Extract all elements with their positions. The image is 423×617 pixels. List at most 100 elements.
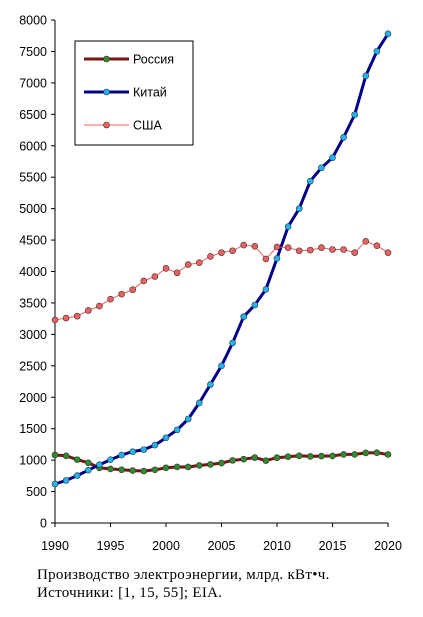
data-point-china xyxy=(384,30,392,38)
legend-label-china: Китай xyxy=(133,86,167,100)
data-point-usa xyxy=(384,249,392,256)
data-point-china xyxy=(218,362,225,370)
data-point-usa xyxy=(318,244,325,251)
data-point-china xyxy=(362,72,370,80)
data-point-usa xyxy=(229,247,236,255)
y-tick-label: 5000 xyxy=(19,202,47,216)
data-point-usa xyxy=(306,246,314,254)
data-point-russia xyxy=(140,467,148,475)
data-point-china xyxy=(196,399,203,407)
y-tick-label: 2000 xyxy=(19,391,47,405)
data-point-china xyxy=(73,472,81,479)
y-tick-label: 7500 xyxy=(19,45,47,59)
data-point-usa xyxy=(51,316,59,324)
data-point-usa xyxy=(295,247,303,255)
data-point-russia xyxy=(107,465,114,473)
data-point-usa xyxy=(240,241,247,249)
caption-title: Производство электроэнергии, млрд. кВт•ч… xyxy=(37,567,330,583)
x-tick-label: 2000 xyxy=(152,539,180,553)
data-point-china xyxy=(295,205,303,212)
series-usa xyxy=(51,238,392,324)
data-point-russia xyxy=(295,452,303,460)
chart-legend: Россия Китай США xyxy=(74,40,194,146)
data-point-usa xyxy=(184,261,192,268)
data-point-russia xyxy=(162,464,170,472)
y-tick-label: 6500 xyxy=(19,108,47,122)
data-point-russia xyxy=(240,455,247,463)
data-point-russia xyxy=(85,459,92,467)
data-point-china xyxy=(162,434,170,442)
data-point-russia xyxy=(73,456,81,463)
data-point-china xyxy=(318,164,325,172)
legend-marker-usa xyxy=(103,121,110,129)
data-point-usa xyxy=(273,243,281,251)
data-point-russia xyxy=(351,451,359,458)
data-point-china xyxy=(85,466,92,474)
series-lines xyxy=(51,30,392,488)
y-tick-label: 1000 xyxy=(19,454,47,468)
data-point-china xyxy=(62,477,70,484)
data-point-usa xyxy=(96,302,103,310)
data-point-china xyxy=(306,177,314,185)
data-point-china xyxy=(340,134,347,141)
data-point-usa xyxy=(340,246,347,253)
data-point-russia xyxy=(218,459,225,467)
data-point-china xyxy=(140,446,148,453)
y-tick-label: 4500 xyxy=(19,234,47,248)
y-tick-label: 3000 xyxy=(19,328,47,342)
data-point-china xyxy=(262,286,270,293)
x-tick-label: 1995 xyxy=(97,539,125,553)
y-tick-label: 8000 xyxy=(19,14,47,28)
data-point-usa xyxy=(373,242,381,250)
data-point-usa xyxy=(129,286,136,294)
data-point-usa xyxy=(329,246,336,253)
data-point-china xyxy=(240,313,247,320)
data-point-russia xyxy=(362,449,370,457)
data-point-russia xyxy=(196,462,203,469)
data-point-russia xyxy=(151,466,159,474)
data-point-usa xyxy=(351,249,359,256)
data-point-china xyxy=(351,111,359,118)
y-tick-label: 7000 xyxy=(19,76,47,90)
data-point-usa xyxy=(284,244,292,251)
series-china xyxy=(51,30,392,488)
data-point-usa xyxy=(162,265,170,272)
data-point-russia xyxy=(273,454,281,462)
data-point-russia xyxy=(306,453,314,460)
y-tick-label: 4000 xyxy=(19,265,47,279)
data-point-china xyxy=(129,448,136,455)
y-tick-label: 3500 xyxy=(19,296,47,310)
data-point-russia xyxy=(373,449,381,457)
data-point-usa xyxy=(218,249,225,256)
data-point-russia xyxy=(173,463,181,471)
data-point-russia xyxy=(318,452,325,460)
data-point-china xyxy=(373,47,381,55)
x-tick-label: 2005 xyxy=(208,539,236,553)
data-point-china xyxy=(229,339,236,347)
data-point-russia xyxy=(129,467,136,474)
data-point-usa xyxy=(196,259,203,266)
data-point-russia xyxy=(329,452,336,460)
data-point-china xyxy=(284,223,292,230)
data-point-russia xyxy=(184,463,192,471)
legend-label-usa: США xyxy=(133,119,162,133)
y-tick-label: 5500 xyxy=(19,171,47,185)
data-point-usa xyxy=(140,277,148,285)
data-point-russia xyxy=(284,453,292,460)
data-point-china xyxy=(96,461,103,468)
data-point-usa xyxy=(107,295,114,303)
y-tick-label: 6000 xyxy=(19,139,47,153)
data-point-russia xyxy=(229,457,236,464)
data-point-usa xyxy=(151,273,159,280)
x-tick-label: 2015 xyxy=(319,539,347,553)
data-point-russia xyxy=(62,452,70,460)
legend-marker-china xyxy=(103,88,110,96)
data-point-china xyxy=(173,426,181,434)
data-point-china xyxy=(273,255,281,262)
data-point-china xyxy=(184,415,192,423)
data-point-russia xyxy=(262,457,270,464)
data-point-usa xyxy=(207,253,214,260)
data-point-russia xyxy=(251,454,259,461)
x-tick-label: 1990 xyxy=(41,539,69,553)
